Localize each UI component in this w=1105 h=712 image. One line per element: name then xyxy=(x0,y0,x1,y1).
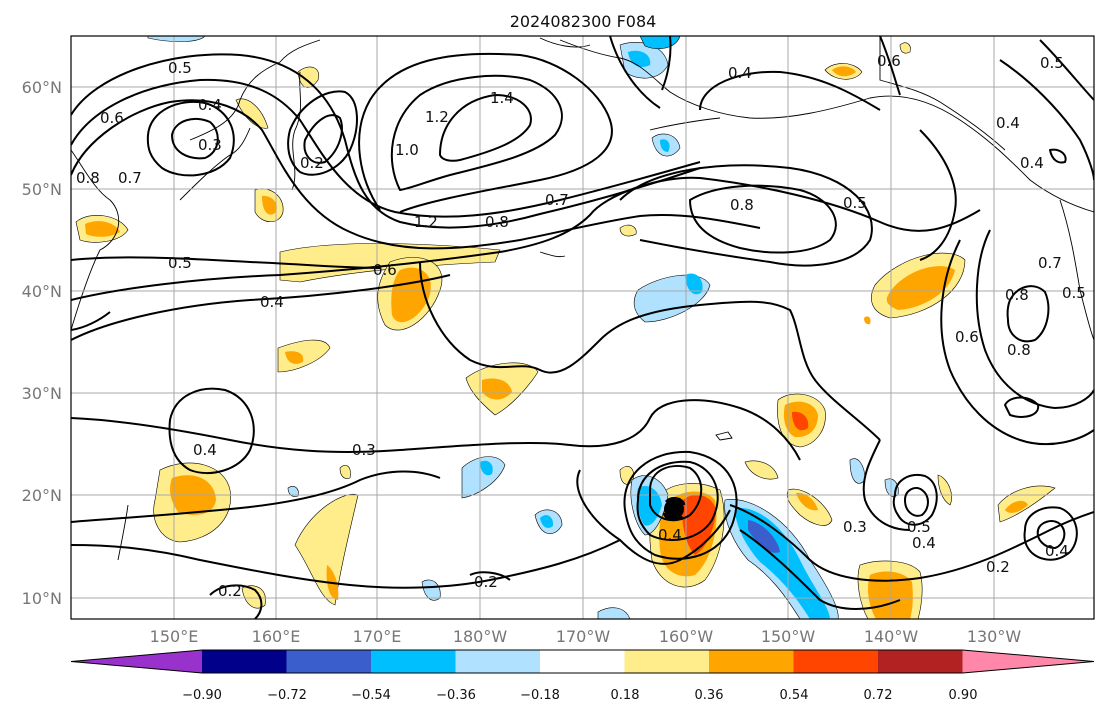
contour-label: 0.2 xyxy=(218,582,242,600)
contour-label: 0.8 xyxy=(1007,341,1031,359)
colorbar-tick-label: −0.90 xyxy=(182,688,222,703)
colorbar-tick-label: −0.72 xyxy=(267,688,307,703)
contour-label: 0.5 xyxy=(1062,284,1086,302)
contour-label: 0.4 xyxy=(193,441,217,459)
contour-label: 0.6 xyxy=(373,261,397,279)
colorbar-segment xyxy=(878,650,963,673)
colorbar-tick-label: −0.18 xyxy=(520,688,560,703)
contour-label: 0.5 xyxy=(907,518,931,536)
colorbar-outline xyxy=(70,649,1095,674)
contour-label: 0.7 xyxy=(545,191,569,209)
contour-label: 0.4 xyxy=(996,114,1020,132)
contour-label: 1.0 xyxy=(395,141,419,159)
colorbar-tick-label: 0.36 xyxy=(695,688,724,703)
contour-label: 0.4 xyxy=(912,534,936,552)
contour-label: 0.2 xyxy=(474,573,498,591)
contour-label: 0.2 xyxy=(300,154,324,172)
colorbar-tick-label: −0.54 xyxy=(351,688,391,703)
contour-label: 0.7 xyxy=(118,169,142,187)
colorbar-segment xyxy=(286,650,371,673)
colorbar-tick-label: 0.90 xyxy=(949,688,978,703)
lon-tick-label: 180°W xyxy=(453,627,508,646)
tropical-cyclone-marker xyxy=(662,496,686,522)
colorbar-tick-label: −0.36 xyxy=(436,688,476,703)
graticule xyxy=(71,36,1094,619)
contour-label: 0.6 xyxy=(955,328,979,346)
map-title: 2024082300 F084 xyxy=(510,12,657,31)
lon-tick-label: 160°W xyxy=(659,627,714,646)
lon-tick-label: 170°E xyxy=(353,627,402,646)
lat-tick-label: 20°N xyxy=(22,486,62,505)
contour-label: 0.5 xyxy=(843,194,867,212)
contour-label: 0.4 xyxy=(1020,154,1044,172)
lon-tick-label: 160°E xyxy=(252,627,301,646)
colorbar-tick-label: 0.54 xyxy=(780,688,809,703)
contour-label: 0.4 xyxy=(260,293,284,311)
colorbar-extend-max xyxy=(962,650,1094,673)
contour-lines xyxy=(71,36,1094,619)
colorbar-segment xyxy=(202,650,287,673)
contour-label-group: 0.5 0.4 0.3 0.2 0.6 0.7 0.8 1.0 1.2 1.4 … xyxy=(76,52,1086,600)
contour-label: 0.4 xyxy=(658,526,682,544)
contour-label: 0.8 xyxy=(76,169,100,187)
contour-label: 1.4 xyxy=(490,89,514,107)
contour-label: 0.4 xyxy=(728,64,752,82)
contour-label: 0.5 xyxy=(168,254,192,272)
latitude-tick-labels: 60°N 50°N 40°N 30°N 20°N 10°N xyxy=(22,78,62,608)
contour-label: 0.5 xyxy=(168,59,192,77)
colorbar-segment xyxy=(540,650,625,673)
lon-tick-label: 150°W xyxy=(761,627,816,646)
contour-label: 0.8 xyxy=(485,213,509,231)
colorbar-tick-label: 0.18 xyxy=(611,688,640,703)
contour-label: 0.6 xyxy=(877,52,901,70)
longitude-tick-labels: 150°E 160°E 170°E 180°W 170°W 160°W 150°… xyxy=(150,627,1022,646)
map-area: 0.5 0.4 0.3 0.2 0.6 0.7 0.8 1.0 1.2 1.4 … xyxy=(71,36,1094,619)
contour-label: 0.7 xyxy=(1038,254,1062,272)
lat-tick-label: 40°N xyxy=(22,282,62,301)
contour-label: 0.4 xyxy=(1045,542,1069,560)
colorbar-tick-labels: −0.90 −0.72 −0.54 −0.36 −0.18 0.18 0.36 … xyxy=(182,688,977,703)
colorbar-segment xyxy=(455,650,540,673)
lat-tick-label: 10°N xyxy=(22,589,62,608)
colorbar-segment xyxy=(793,650,878,673)
lon-tick-label: 150°E xyxy=(150,627,199,646)
contour-label: 0.3 xyxy=(843,518,867,536)
lon-tick-label: 170°W xyxy=(556,627,611,646)
colorbar xyxy=(70,649,1095,674)
contour-label: 0.5 xyxy=(1040,54,1064,72)
colorbar-segment xyxy=(371,650,456,673)
lon-tick-label: 130°W xyxy=(967,627,1022,646)
lat-tick-label: 60°N xyxy=(22,78,62,97)
contour-label: 0.8 xyxy=(730,196,754,214)
lat-tick-label: 30°N xyxy=(22,384,62,403)
lon-tick-label: 140°W xyxy=(864,627,919,646)
coastlines xyxy=(71,36,1094,561)
contour-label: 0.8 xyxy=(1005,286,1029,304)
contour-label: 0.3 xyxy=(198,136,222,154)
contour-label: 0.3 xyxy=(352,441,376,459)
colorbar-extend-min xyxy=(71,650,202,673)
map-frame xyxy=(70,35,1095,620)
colorbar-segment xyxy=(624,650,709,673)
colorbar-segment xyxy=(709,650,794,673)
contour-label: 0.4 xyxy=(198,96,222,114)
contour-label: 0.6 xyxy=(100,109,124,127)
colorbar-tick-label: 0.72 xyxy=(864,688,893,703)
contour-label: 1.2 xyxy=(414,213,438,231)
lat-tick-label: 50°N xyxy=(22,180,62,199)
contour-label: 0.2 xyxy=(986,558,1010,576)
contour-label: 1.2 xyxy=(425,108,449,126)
